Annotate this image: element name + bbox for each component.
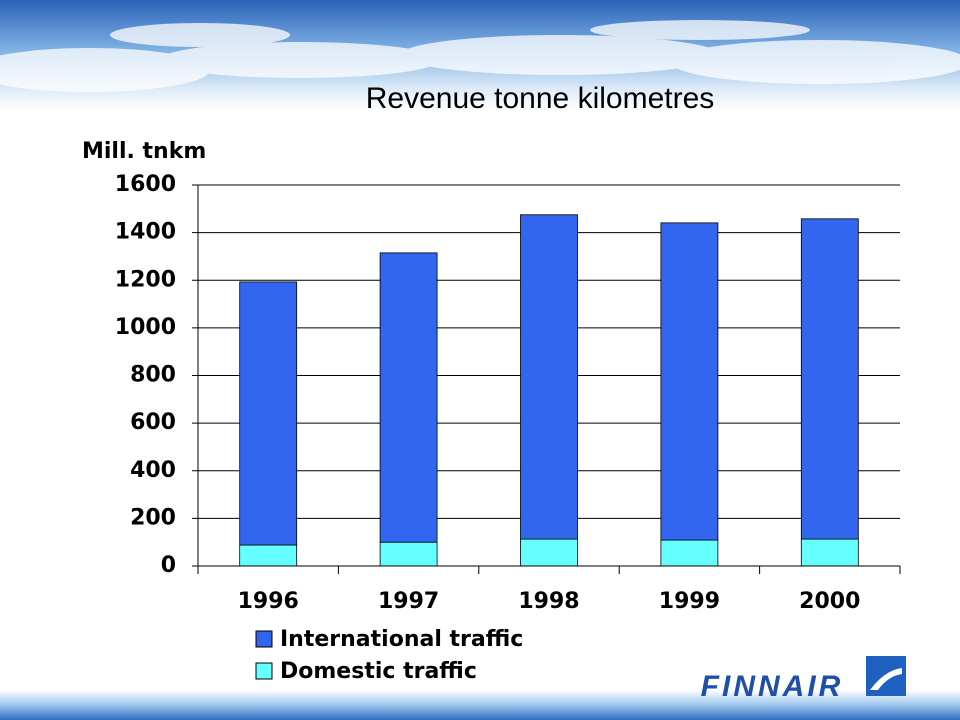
- bar-segment: [379, 252, 438, 543]
- y-tick-label: 1200: [115, 267, 176, 292]
- y-tick-label: 0: [161, 553, 176, 578]
- logo-text: FINNAIR: [701, 670, 844, 703]
- y-tick-label: 1400: [115, 220, 176, 245]
- legend-label: Domestic traffic: [280, 659, 477, 684]
- bar-segment: [800, 218, 859, 540]
- x-tick-label: 2000: [799, 589, 860, 614]
- chart-title: Revenue tonne kilometres: [366, 82, 715, 115]
- y-axis-label: Mill. tnkm: [82, 139, 206, 164]
- y-tick-label: 1600: [115, 172, 176, 197]
- x-tick-label: 1997: [378, 589, 439, 614]
- bar-segment: [239, 281, 298, 546]
- bar-segment: [520, 538, 578, 567]
- clouds: [0, 20, 960, 92]
- y-tick-label: 1000: [115, 315, 176, 340]
- legend-swatch: [255, 662, 273, 680]
- y-tick-label: 600: [130, 410, 176, 435]
- bar-segment: [520, 214, 578, 540]
- bar-segment: [660, 539, 719, 567]
- legend-label: International traffic: [280, 627, 523, 652]
- bar-segment: [379, 541, 438, 567]
- bar-segment: [239, 544, 298, 567]
- footer-band: [0, 690, 960, 720]
- x-tick-label: 1998: [518, 589, 579, 614]
- logo: FINNAIR: [701, 656, 906, 703]
- bar-segment: [660, 222, 719, 541]
- bar-segment: [800, 538, 859, 567]
- y-tick-label: 800: [130, 363, 176, 388]
- x-tick-label: 1996: [238, 589, 299, 614]
- y-tick-label: 200: [130, 505, 176, 530]
- y-tick-label: 400: [130, 458, 176, 483]
- legend-swatch: [255, 630, 273, 648]
- x-tick-label: 1999: [659, 589, 720, 614]
